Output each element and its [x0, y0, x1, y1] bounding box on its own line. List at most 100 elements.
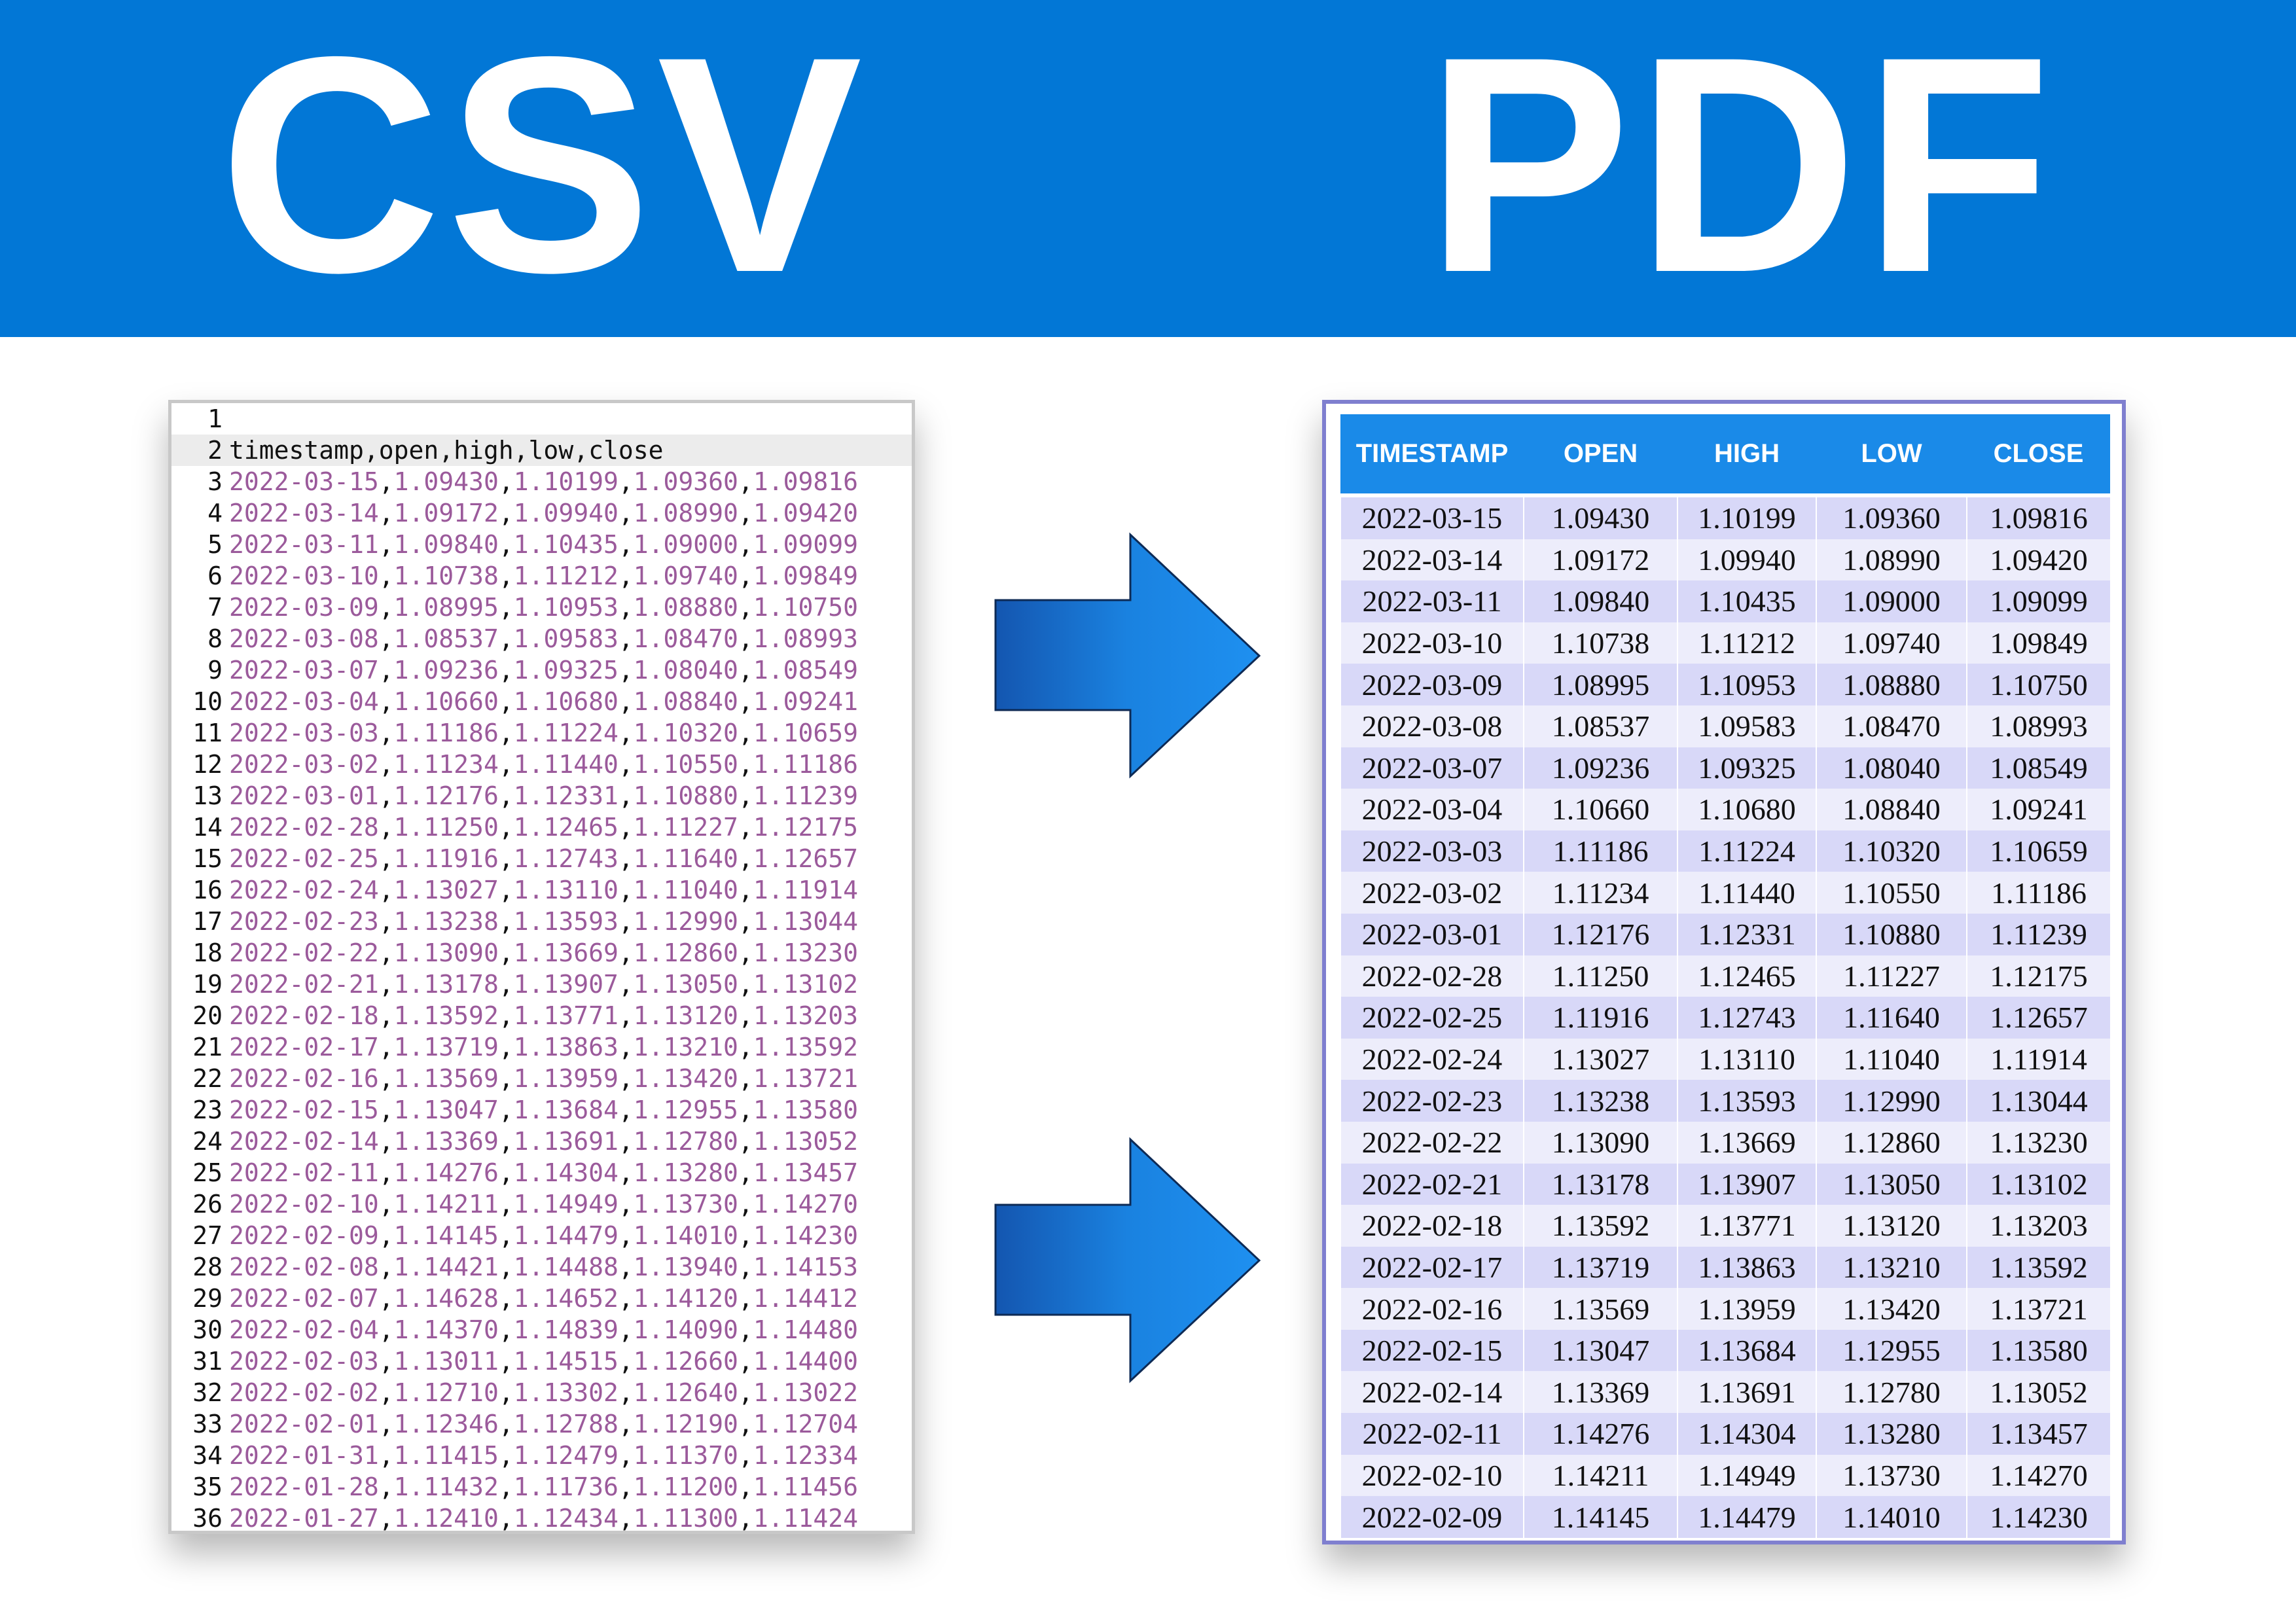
table-cell: 1.08995	[1523, 664, 1677, 705]
code-text: 2022-02-23,1.13238,1.13593,1.12990,1.130…	[229, 906, 858, 937]
csv-value: 1.12175	[753, 813, 858, 842]
line-number: 6	[207, 562, 223, 590]
code-text: 2022-02-02,1.12710,1.13302,1.12640,1.130…	[229, 1377, 858, 1408]
csv-value: 1.11370	[633, 1441, 738, 1470]
code-line: 10 2022-03-04,1.10660,1.10680,1.08840,1.0…	[171, 686, 912, 717]
table-cell: 1.12657	[1966, 997, 2110, 1039]
table-row: 2022-03-15 1.09430 1.10199 1.09360 1.09816	[1340, 493, 2110, 539]
csv-value: 2022-03-07	[229, 656, 379, 685]
line-number: 33	[192, 1410, 223, 1438]
comma: ,	[498, 1190, 514, 1219]
comma: ,	[378, 1378, 394, 1407]
line-number: 26	[192, 1190, 223, 1219]
comma: ,	[618, 1064, 634, 1093]
table-cell: 2022-03-08	[1340, 705, 1524, 747]
csv-value: 1.14480	[753, 1315, 858, 1344]
csv-value: 2022-03-08	[229, 624, 379, 653]
csv-value: 1.13027	[393, 876, 499, 904]
code-line: 4 2022-03-14,1.09172,1.09940,1.08990,1.09…	[171, 497, 912, 529]
csv-value: 2022-02-11	[229, 1158, 379, 1187]
line-number: 24	[192, 1127, 223, 1156]
csv-value: 2022-02-10	[229, 1190, 379, 1219]
comma: ,	[378, 750, 394, 779]
table-cell: 1.13569	[1523, 1288, 1677, 1330]
code-text: 2022-02-25,1.11916,1.12743,1.11640,1.126…	[229, 843, 858, 874]
csv-value: 1.14515	[513, 1347, 619, 1376]
line-number: 15	[192, 844, 223, 873]
comma: ,	[378, 530, 394, 559]
comma: ,	[378, 1221, 394, 1250]
table-cell: 2022-02-22	[1340, 1121, 1524, 1164]
line-number: 3	[207, 467, 223, 496]
table-cell: 2022-02-25	[1340, 997, 1524, 1039]
table-cell: 2022-03-01	[1340, 913, 1524, 955]
csv-value: 2022-01-28	[229, 1472, 379, 1501]
table-cell: 1.10953	[1677, 664, 1816, 705]
csv-value: 1.13050	[633, 970, 738, 999]
csv-value: 1.13011	[393, 1347, 499, 1376]
table-row: 2022-03-08 1.08537 1.09583 1.08470 1.08993	[1340, 705, 2110, 747]
table-cell: 2022-03-15	[1340, 493, 1524, 539]
table-cell: 1.11239	[1966, 913, 2110, 955]
comma: ,	[378, 970, 394, 999]
csv-value: 1.12955	[633, 1096, 738, 1124]
comma: ,	[618, 1441, 634, 1470]
code-text: 2022-03-10,1.10738,1.11212,1.09740,1.098…	[229, 560, 858, 592]
comma: ,	[738, 1315, 753, 1344]
csv-value: 1.13238	[393, 907, 499, 936]
comma: ,	[618, 844, 634, 873]
csv-value: 1.11415	[393, 1441, 499, 1470]
table-row: 2022-02-25 1.11916 1.12743 1.11640 1.12657	[1340, 997, 2110, 1039]
table-cell: 1.14010	[1816, 1496, 1967, 1538]
table-cell: 1.09430	[1523, 493, 1677, 539]
csv-value: 2022-03-09	[229, 593, 379, 622]
comma: ,	[738, 1158, 753, 1187]
table-cell: 1.13102	[1966, 1163, 2110, 1205]
table-row: 2022-03-14 1.09172 1.09940 1.08990 1.09420	[1340, 539, 2110, 581]
comma: ,	[618, 1410, 634, 1438]
csv-value: 2022-02-17	[229, 1033, 379, 1061]
csv-value: 1.12190	[633, 1410, 738, 1438]
table-cell: 1.14230	[1966, 1496, 2110, 1538]
comma: ,	[498, 1253, 514, 1281]
code-text: 2022-01-28,1.11432,1.11736,1.11200,1.114…	[229, 1471, 858, 1503]
comma: ,	[738, 1504, 753, 1533]
csv-value: 1.13120	[633, 1001, 738, 1030]
csv-value: 1.13592	[753, 1033, 858, 1061]
code-text: 2022-02-04,1.14370,1.14839,1.14090,1.144…	[229, 1314, 858, 1346]
csv-value: 1.10880	[633, 781, 738, 810]
code-text: 2022-02-15,1.13047,1.13684,1.12955,1.135…	[229, 1094, 858, 1126]
csv-value: 1.08990	[633, 499, 738, 527]
code-line: 31 2022-02-03,1.13011,1.14515,1.12660,1.1…	[171, 1346, 912, 1377]
table-cell: 2022-02-10	[1340, 1454, 1524, 1497]
comma: ,	[498, 1127, 514, 1156]
code-line: 15 2022-02-25,1.11916,1.12743,1.11640,1.1…	[171, 843, 912, 874]
csv-value: 1.11432	[393, 1472, 499, 1501]
csv-value: 1.11200	[633, 1472, 738, 1501]
comma: ,	[378, 938, 394, 967]
csv-value: 1.09360	[633, 467, 738, 496]
comma: ,	[378, 1033, 394, 1061]
table-cell: 1.08549	[1966, 747, 2110, 789]
table-cell: 1.11212	[1677, 622, 1816, 664]
table-cell: 1.09420	[1966, 539, 2110, 581]
table-cell: 1.13721	[1966, 1288, 2110, 1330]
comma: ,	[618, 1033, 634, 1061]
csv-value: 1.11456	[753, 1472, 858, 1501]
csv-value: 1.08840	[633, 687, 738, 716]
csv-value: 1.09940	[513, 499, 619, 527]
table-cell: 1.12955	[1816, 1329, 1967, 1372]
csv-value: 1.11736	[513, 1472, 619, 1501]
table-cell: 2022-02-23	[1340, 1080, 1524, 1122]
code-text: 2022-02-11,1.14276,1.14304,1.13280,1.134…	[229, 1157, 858, 1188]
table-cell: 1.13110	[1677, 1038, 1816, 1080]
comma: ,	[738, 656, 753, 685]
table-cell: 1.10659	[1966, 830, 2110, 872]
table-cell: 1.13027	[1523, 1038, 1677, 1080]
code-text: 2022-03-01,1.12176,1.12331,1.10880,1.112…	[229, 780, 858, 812]
csv-value: 2022-02-18	[229, 1001, 379, 1030]
table-cell: 1.14211	[1523, 1454, 1677, 1497]
comma: ,	[378, 813, 394, 842]
code-text: 2022-02-03,1.13011,1.14515,1.12660,1.144…	[229, 1346, 858, 1377]
comma: ,	[378, 1441, 394, 1470]
